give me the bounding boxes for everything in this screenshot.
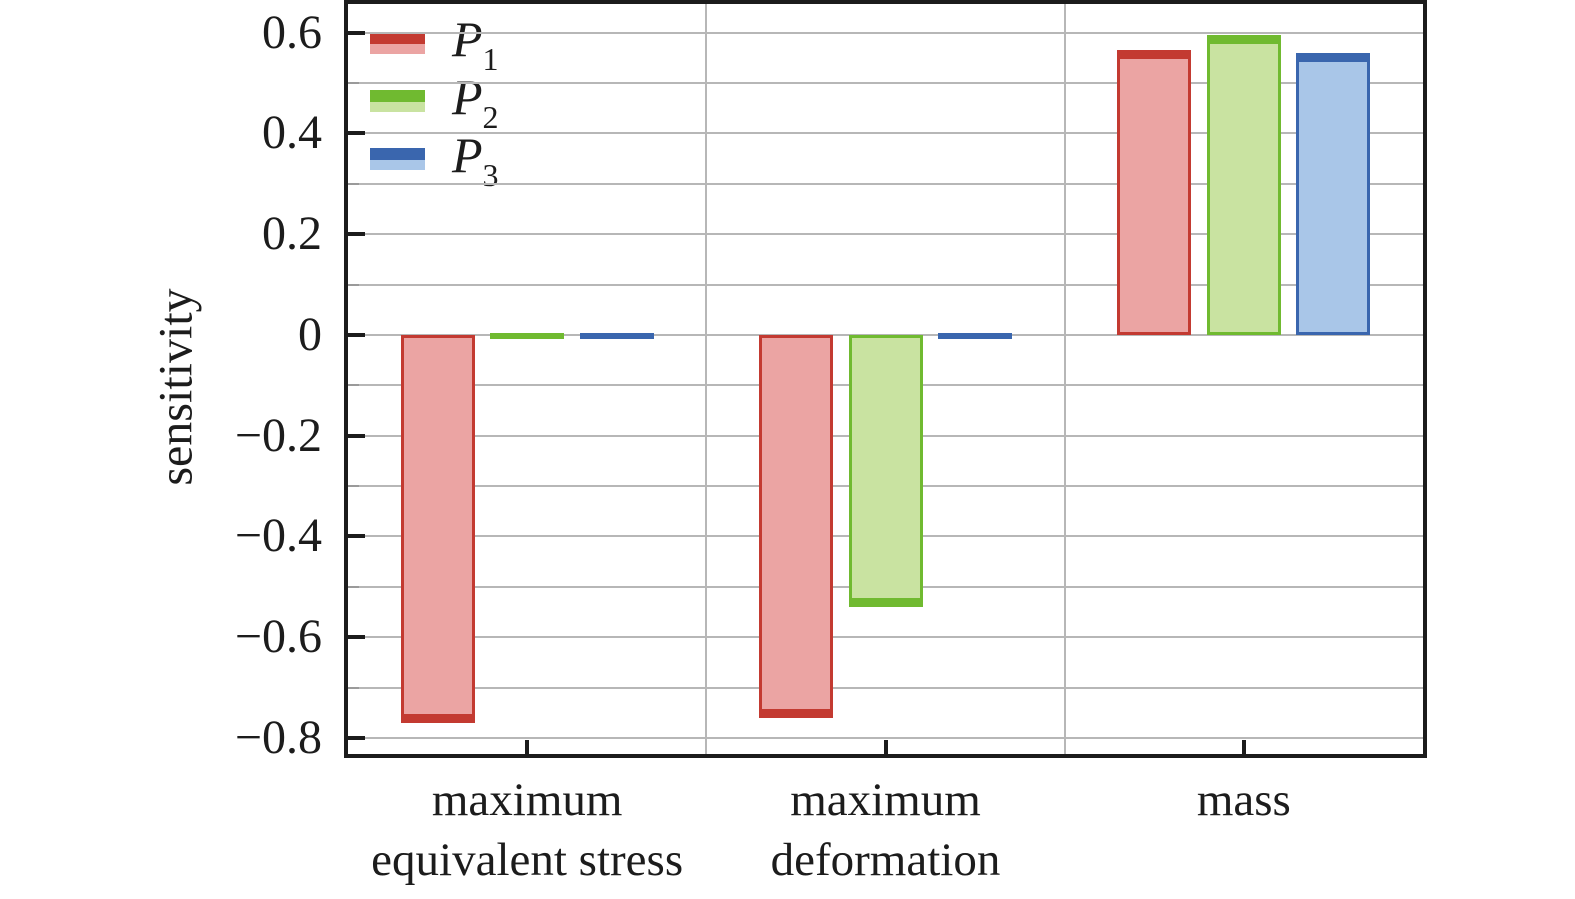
y-tick-label: −0.8: [234, 710, 322, 764]
legend-swatch-p2: [370, 90, 425, 112]
x-tick: [883, 740, 888, 754]
h-gridline: [348, 636, 1423, 639]
bar-p3-maximum-deformation: [938, 332, 1013, 339]
bar-p1-maximum-equivalent-stress: [400, 334, 475, 723]
y-major-tick: [348, 635, 365, 640]
y-major-tick: [348, 433, 365, 438]
y-tick-label: 0.4: [262, 106, 322, 160]
x-category-label-1: maximum equivalent stress: [371, 774, 684, 886]
v-gridline: [1063, 4, 1066, 754]
x-tick: [525, 740, 530, 754]
y-tick-labels: 0.6 0.4 0.2 0 −0.2 −0.4 −0.6 −0.8: [0, 0, 334, 899]
h-gridline: [348, 31, 1423, 34]
legend-label-p2: P2: [452, 69, 499, 135]
v-gridline: [705, 4, 708, 754]
bar-p2-maximum-deformation: [848, 334, 923, 607]
y-major-tick: [348, 735, 365, 740]
legend-swatch-p1: [370, 32, 425, 54]
y-minor-tick: [348, 82, 359, 85]
legend-label-p3: P3: [452, 127, 499, 193]
y-minor-tick: [348, 686, 359, 689]
bar-p1-mass: [1117, 50, 1192, 335]
y-minor-tick: [348, 485, 359, 488]
y-major-tick: [348, 131, 365, 136]
h-gridline: [348, 132, 1423, 135]
legend-swatch-p3: [370, 148, 425, 170]
h-gridline: [348, 736, 1423, 739]
bar-p2-maximum-equivalent-stress: [490, 332, 565, 339]
y-major-tick: [348, 30, 365, 35]
legend-label-p1: P1: [452, 11, 499, 77]
x-category-label-2: maximum deformation: [770, 774, 1001, 886]
bar-p2-mass: [1206, 35, 1281, 335]
legend: P1 P2 P3: [356, 6, 530, 193]
y-minor-tick: [348, 585, 359, 588]
y-major-tick: [348, 332, 365, 337]
plot-area: P1 P2 P3: [344, 0, 1427, 758]
x-category-labels: maximum equivalent stress maximum deformati…: [0, 762, 1575, 899]
y-major-tick: [348, 232, 365, 237]
h-gridline: [348, 686, 1423, 689]
y-minor-tick: [348, 182, 359, 185]
y-tick-label: −0.4: [234, 509, 322, 563]
y-minor-tick: [348, 283, 359, 286]
y-major-tick: [348, 534, 365, 539]
y-tick-label: 0.6: [262, 5, 322, 59]
h-gridline: [348, 283, 1423, 286]
bar-p1-maximum-deformation: [758, 334, 833, 718]
y-tick-label: −0.2: [234, 408, 322, 462]
x-tick: [1241, 740, 1246, 754]
bar-p3-mass: [1296, 52, 1371, 335]
h-gridline: [348, 233, 1423, 236]
y-tick-label: −0.6: [234, 610, 322, 664]
x-category-label-3: mass: [1196, 774, 1291, 826]
y-minor-tick: [348, 384, 359, 387]
bar-p3-maximum-equivalent-stress: [579, 332, 654, 339]
h-gridline: [348, 82, 1423, 85]
y-tick-label: 0: [298, 307, 322, 361]
h-gridline: [348, 182, 1423, 185]
y-tick-label: 0.2: [262, 207, 322, 261]
